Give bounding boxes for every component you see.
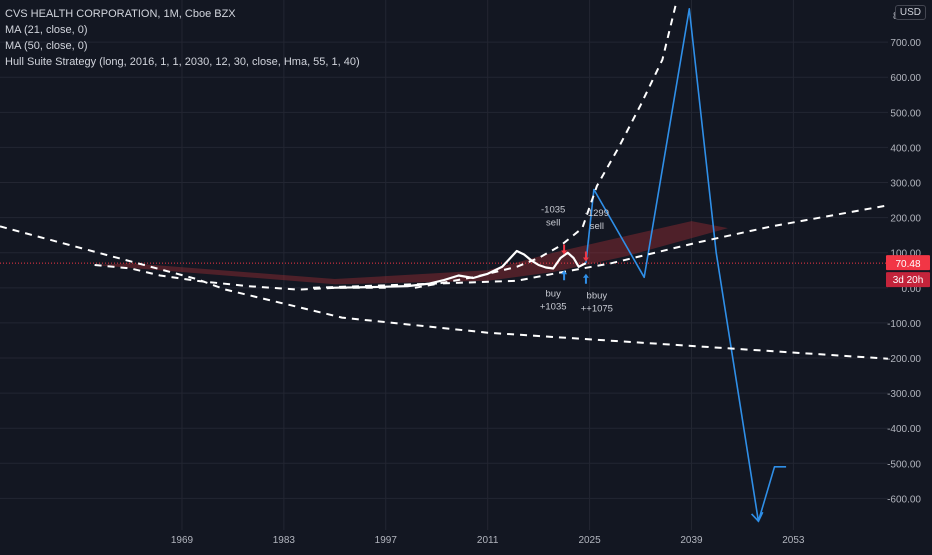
price-axis-label: -500.00	[887, 459, 921, 470]
currency-button[interactable]: USD	[894, 5, 926, 20]
time-axis-label: 2011	[477, 535, 499, 546]
arrow-up-icon	[561, 270, 568, 281]
price-tag[interactable]	[886, 255, 930, 271]
legend-ma50[interactable]: MA (50, close, 0)	[5, 40, 88, 52]
legend-hull[interactable]: Hull Suite Strategy (long, 2016, 1, 1, 2…	[5, 56, 360, 68]
signal-label: buy	[546, 289, 562, 300]
price-axis-label: 700.00	[890, 38, 921, 49]
chart-legend: CVS HEALTH CORPORATION, 1M, Cboe BZX MA …	[5, 6, 360, 70]
price-axis-label: -100.00	[887, 319, 921, 330]
buy-signal[interactable]: buy +1035	[540, 270, 568, 313]
price-tag-value: 70.48	[895, 259, 920, 270]
countdown-tag	[886, 272, 930, 288]
legend-ma21[interactable]: MA (21, close, 0)	[5, 24, 88, 36]
price-axis-label: 600.00	[890, 73, 921, 84]
time-axis-label: 1983	[273, 535, 296, 546]
projection-line[interactable]	[585, 8, 787, 523]
price-axis-label: 200.00	[890, 214, 921, 225]
hull-band	[94, 221, 728, 285]
signal-label: sell	[546, 217, 560, 228]
signal-label: -1035	[541, 204, 565, 215]
signal-label: -1299	[585, 208, 609, 219]
signal-label: bbuy	[587, 290, 608, 301]
arrow-down-icon	[561, 244, 568, 255]
sell-signal[interactable]: -1299 sell	[582, 208, 609, 262]
time-axis-label: 2039	[680, 535, 703, 546]
price-axis-label: -200.00	[887, 354, 921, 365]
legend-symbol[interactable]: CVS HEALTH CORPORATION, 1M, Cboe BZX	[5, 8, 236, 20]
time-axis-label: 1997	[375, 535, 398, 546]
signal-label: sell	[590, 221, 604, 232]
price-axis-label: 100.00	[890, 249, 921, 260]
arrow-down-icon	[582, 251, 589, 262]
price-axis-label: 500.00	[890, 108, 921, 119]
time-axis-label: 2053	[782, 535, 805, 546]
trend-line-upper[interactable]	[312, 204, 889, 289]
arrow-up-icon	[582, 273, 589, 284]
price-axis-label: 300.00	[890, 179, 921, 190]
price-axis-label: 0.00	[902, 284, 922, 295]
projection-arrowhead	[750, 511, 764, 523]
time-axis-label: 2025	[578, 535, 601, 546]
sell-signal[interactable]: -1035 sell	[541, 204, 568, 255]
signal-label: ++1075	[581, 303, 613, 314]
price-axis-label: -300.00	[887, 389, 921, 400]
countdown-tag-value: 3d 20h	[893, 275, 924, 286]
trend-line-lower[interactable]	[0, 225, 889, 360]
buy-signal[interactable]: bbuy ++1075	[581, 273, 613, 315]
signal-label: +1035	[540, 302, 567, 313]
trend-line-early[interactable]	[94, 264, 386, 291]
price-axis-label: 400.00	[890, 143, 921, 154]
price-axis-label: -600.00	[887, 494, 921, 505]
price-axis-label: -400.00	[887, 424, 921, 435]
time-axis-label: 1969	[171, 535, 194, 546]
